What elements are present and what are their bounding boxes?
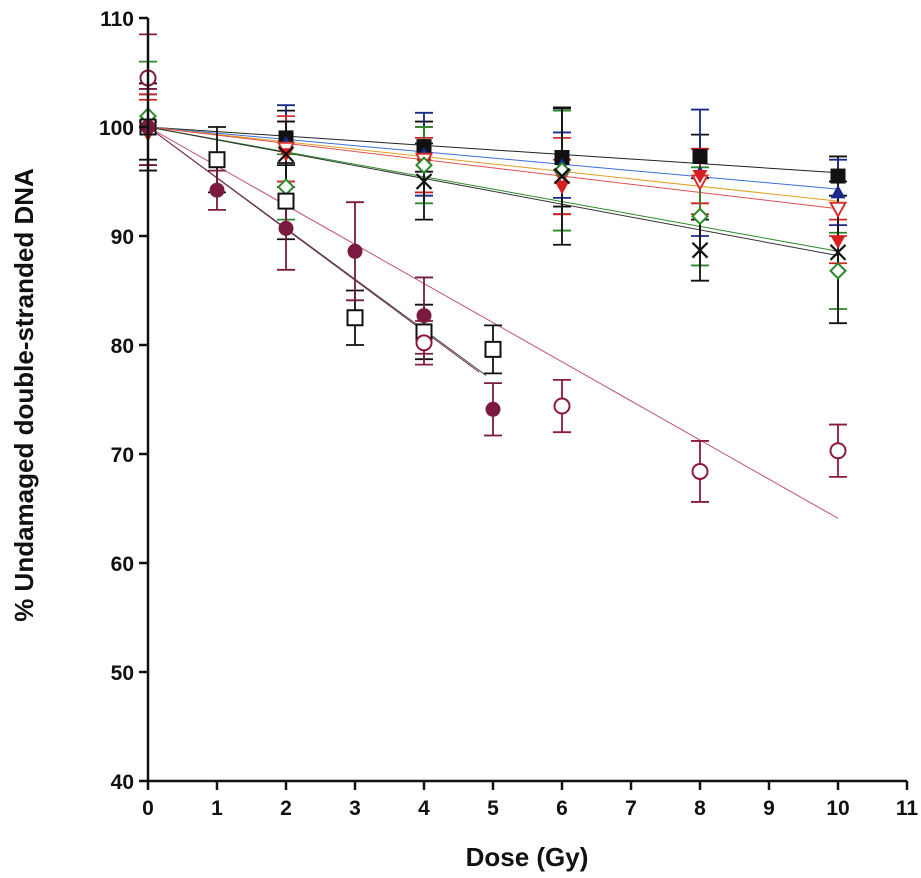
cross-marker	[829, 244, 847, 261]
x-tick-label: 4	[418, 797, 430, 820]
open-diamond-marker	[829, 261, 847, 280]
filled-triangle-marker	[830, 184, 846, 199]
y-tick-label: 110	[100, 8, 134, 31]
x-tick-label: 2	[280, 797, 292, 820]
open-circle-marker	[691, 462, 709, 480]
y-tick-label: 40	[111, 771, 134, 794]
y-tick-label: 80	[111, 335, 134, 358]
filled-circle-marker	[416, 308, 432, 324]
open-circle-marker	[829, 442, 847, 460]
fit-line	[147, 126, 839, 252]
cross-marker	[415, 173, 433, 190]
open-square-marker	[208, 151, 226, 169]
fit-line	[147, 126, 839, 519]
fit-line	[147, 126, 839, 190]
open-square-marker	[346, 309, 364, 327]
fit-line	[147, 126, 839, 174]
filled-triangle-down-marker	[692, 170, 708, 184]
open-circle-marker	[415, 334, 433, 352]
filled-triangle-down-marker	[554, 180, 570, 195]
y-tick-label: 90	[111, 226, 134, 249]
filled-circle-marker	[347, 243, 363, 259]
open-triangle-down-marker	[828, 201, 848, 219]
filled-square-marker	[692, 148, 708, 164]
fit-lines	[147, 126, 839, 519]
y-axis-title: % Undamaged double-stranded DNA	[9, 168, 39, 622]
x-tick-label: 3	[349, 797, 361, 820]
x-tick-label: 6	[556, 797, 568, 820]
error-bars	[139, 33, 847, 503]
x-tick-label: 10	[826, 797, 849, 820]
open-diamond-marker	[415, 156, 433, 175]
x-tick-label: 9	[763, 797, 775, 820]
open-circle-marker	[553, 397, 571, 415]
x-ticks: 0 1 2 3 4 5 6 7 8 9 10 11	[142, 781, 918, 820]
open-square-marker	[484, 340, 502, 358]
cross-marker	[277, 145, 295, 163]
filled-square-marker	[416, 139, 432, 155]
cross-marker	[691, 241, 709, 259]
fit-line	[147, 126, 839, 210]
open-diamond-marker	[691, 207, 709, 226]
x-tick-label: 1	[211, 797, 223, 820]
x-axis-title: Dose (Gy)	[466, 842, 589, 872]
open-diamond-marker	[553, 161, 571, 180]
x-tick-label: 8	[694, 797, 706, 820]
x-tick-label: 7	[625, 797, 637, 820]
cross-marker	[553, 167, 571, 185]
filled-circle-marker	[485, 401, 501, 417]
filled-circle-marker	[278, 220, 294, 236]
y-tick-label: 70	[111, 444, 134, 467]
open-square-marker	[277, 192, 295, 210]
fit-line	[147, 126, 839, 202]
x-tick-label: 0	[142, 797, 154, 820]
fit-line	[147, 126, 839, 257]
y-tick-label: 60	[111, 553, 134, 576]
filled-square-marker	[554, 150, 570, 166]
y-tick-label: 100	[99, 117, 134, 140]
x-tick-label: 11	[896, 797, 919, 820]
filled-square-marker	[830, 168, 846, 184]
axes	[146, 18, 907, 783]
x-tick-label: 5	[487, 797, 499, 820]
y-tick-label: 50	[111, 662, 134, 685]
filled-triangle-down-marker	[830, 235, 846, 249]
y-ticks: 40 50 60 70 80 90 100 110	[99, 8, 148, 794]
filled-circle-marker	[209, 182, 225, 198]
